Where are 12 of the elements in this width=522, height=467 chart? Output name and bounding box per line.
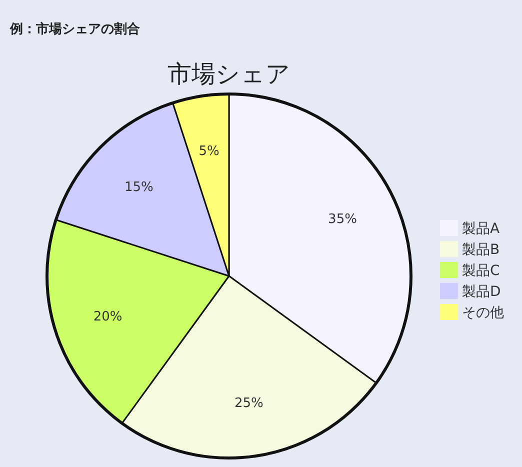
legend-label: その他	[462, 305, 504, 321]
text: 例：市場シェアの割合	[9, 21, 140, 37]
data-label: 15%	[124, 180, 154, 195]
chart-title: 市場シェア	[168, 60, 290, 88]
data-label: 20%	[93, 309, 122, 324]
legend-label: 製品D	[462, 284, 501, 300]
slice-label: 製品A	[462, 221, 500, 237]
data-label: 35%	[328, 212, 357, 228]
legend-label: 製品B	[462, 242, 500, 258]
data-label: 5%	[198, 144, 220, 160]
data-label: 25%	[234, 396, 264, 411]
legend-label: 製品C	[462, 263, 500, 279]
